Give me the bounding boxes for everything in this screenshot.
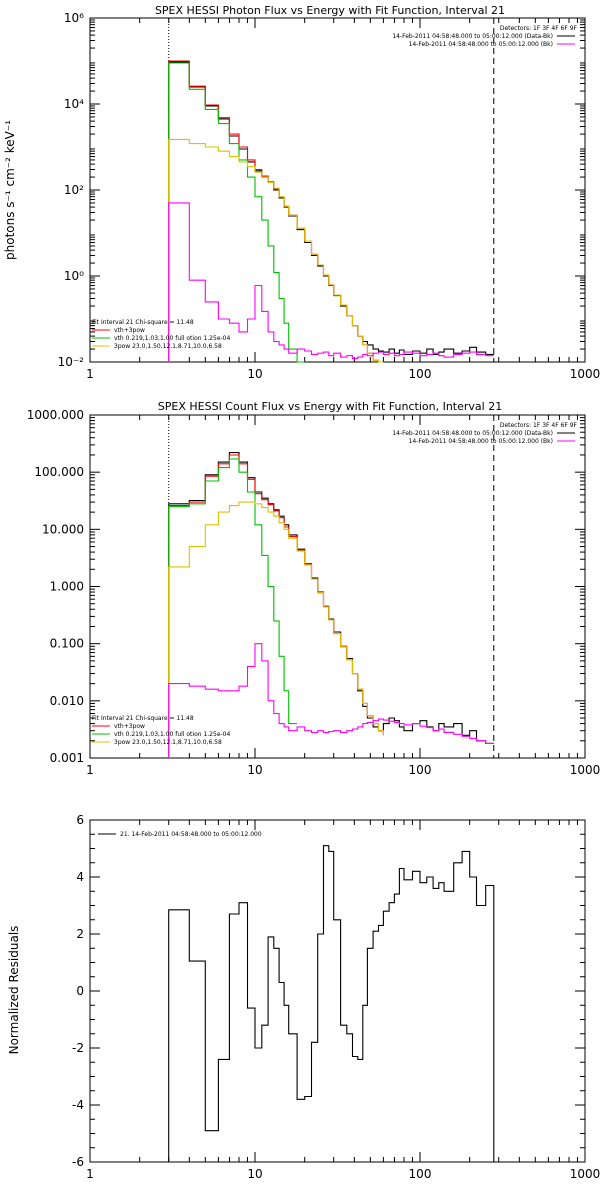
x-tick-label: 10 — [247, 763, 262, 777]
y-tick-label: 10.000 — [42, 522, 84, 536]
y-tick-label: -4 — [72, 1098, 84, 1112]
plot-frame — [89, 414, 586, 759]
legend-entry-label: 21. 14-Feb-2011 04:58:48.000 to 05:00:12… — [120, 831, 262, 838]
x-tick-label: 10 — [247, 1167, 262, 1181]
y-tick-label: 10⁴ — [64, 97, 84, 111]
x-tick-label: 100 — [409, 763, 432, 777]
detectors-label: Detectors: 1F 3F 4F 6F 9F — [500, 25, 578, 32]
legend-entry-label: 14-Feb-2011 04:58:48.000 to 05:00:12.000… — [409, 438, 553, 445]
plot-border — [89, 819, 586, 1163]
vertical-markers — [168, 18, 495, 362]
y-tick-label: 1000.000 — [27, 408, 84, 422]
series-lines — [168, 60, 494, 363]
photon-flux-panel: SPEX HESSI Photon Flux vs Energy with Fi… — [3, 4, 600, 381]
y-ticks: 10⁻² 10⁰ 10² 10⁴ 10⁶ — [58, 11, 585, 369]
series-line — [168, 61, 494, 362]
series-line — [168, 458, 298, 758]
residuals-panel: 1 10 100 1000 -6 -4 -2 0 2 4 6 21. 14-Feb-2011 04… — [7, 813, 600, 1181]
y-tick-label: 4 — [76, 870, 84, 884]
legend-entry-label: vth 0.219,1.03,1.00 full otion 1.25e-04 — [114, 335, 230, 342]
chart-title: SPEX HESSI Count Flux vs Energy with Fit… — [158, 400, 502, 413]
y-tick-label: 2 — [76, 927, 84, 941]
vertical-markers — [168, 415, 495, 758]
x-ticks: 1 10 100 1000 — [86, 18, 600, 381]
x-tick-label: 1 — [86, 763, 94, 777]
legend-entry-label: vth+3pow — [114, 327, 145, 334]
legend-entry-label: 14-Feb-2011 04:58:48.000 to 05:00:12.000… — [409, 41, 553, 48]
x-tick-label: 10 — [247, 367, 262, 381]
y-tick-label: 1.000 — [50, 580, 84, 594]
legend-entry-label: 14-Feb-2011 04:58:48.000 to 05:00:12.000… — [392, 430, 553, 437]
legend-entry-label: vth 0.219,1.03,1.00 full otion 1.25e-04 — [114, 731, 230, 738]
x-tick-label: 1 — [86, 367, 94, 381]
y-tick-label: 0.001 — [50, 751, 84, 765]
series-line — [168, 62, 305, 363]
y-tick-label: 6 — [76, 813, 84, 827]
fit-legend-title: Fit Interval 21 Chi-square = 11.48 — [92, 715, 194, 722]
y-tick-label: -6 — [72, 1155, 84, 1169]
detectors-label: Detectors: 1F 3F 4F 6F 9F — [500, 422, 578, 429]
series-line — [168, 501, 384, 758]
y-tick-label: 10⁶ — [64, 11, 84, 25]
y-tick-label: 0 — [76, 984, 84, 998]
y-ticks: -6 -4 -2 0 2 4 6 — [72, 813, 585, 1169]
series-line — [168, 643, 494, 758]
plot-border — [89, 17, 586, 363]
plot-frame — [89, 819, 586, 1163]
series-line — [168, 452, 494, 758]
plot-frame — [89, 17, 586, 363]
x-tick-label: 100 — [409, 1167, 432, 1181]
x-tick-label: 1 — [86, 1167, 94, 1181]
plot-border — [89, 414, 586, 759]
series-line — [168, 845, 495, 1162]
count-flux-panel: SPEX HESSI Count Flux vs Energy with Fit… — [27, 400, 600, 777]
legend-entry-label: 3pow 23.0,1.50,12.1,8.71,10.0,6.58 — [114, 343, 222, 350]
x-tick-label: 100 — [409, 367, 432, 381]
chart-title: SPEX HESSI Photon Flux vs Energy with Fi… — [155, 4, 505, 17]
y-tick-label: -2 — [72, 1041, 84, 1055]
x-tick-label: 1000 — [570, 763, 600, 777]
y-tick-label: 10² — [64, 183, 84, 197]
y-tick-label: 0.010 — [50, 694, 84, 708]
y-ticks: 0.001 0.010 0.100 1.000 10.000 100.000 1000.00… — [27, 408, 585, 765]
legend-entry-label: 3pow 23.0,1.50,12.1,8.71,10.0,6.58 — [114, 739, 222, 746]
y-tick-label: 0.100 — [50, 637, 84, 651]
x-tick-label: 1000 — [570, 367, 600, 381]
y-tick-label: 100.000 — [34, 465, 84, 479]
x-ticks: 1 10 100 1000 — [86, 415, 600, 777]
legend: 21. 14-Feb-2011 04:58:48.000 to 05:00:12… — [98, 831, 262, 838]
legend-entry-label: 14-Feb-2011 04:58:48.000 to 05:00:12.000… — [392, 33, 553, 40]
y-tick-label: 10⁰ — [64, 269, 84, 283]
y-axis-label: photons s⁻¹ cm⁻² keV⁻¹ — [3, 120, 17, 260]
legend-entry-label: vth+3pow — [114, 723, 145, 730]
series-line — [168, 202, 494, 362]
fit-legend-title: Fit Interval 21 Chi-square = 11.48 — [92, 319, 194, 326]
x-ticks: 1 10 100 1000 — [86, 820, 600, 1181]
series-line — [168, 138, 384, 363]
series-lines — [168, 452, 494, 758]
y-axis-label: Normalized Residuals — [7, 926, 21, 1055]
y-tick-label: 10⁻² — [58, 355, 85, 369]
x-tick-label: 1000 — [570, 1167, 600, 1181]
series-line — [168, 60, 384, 363]
series-lines — [168, 845, 495, 1162]
